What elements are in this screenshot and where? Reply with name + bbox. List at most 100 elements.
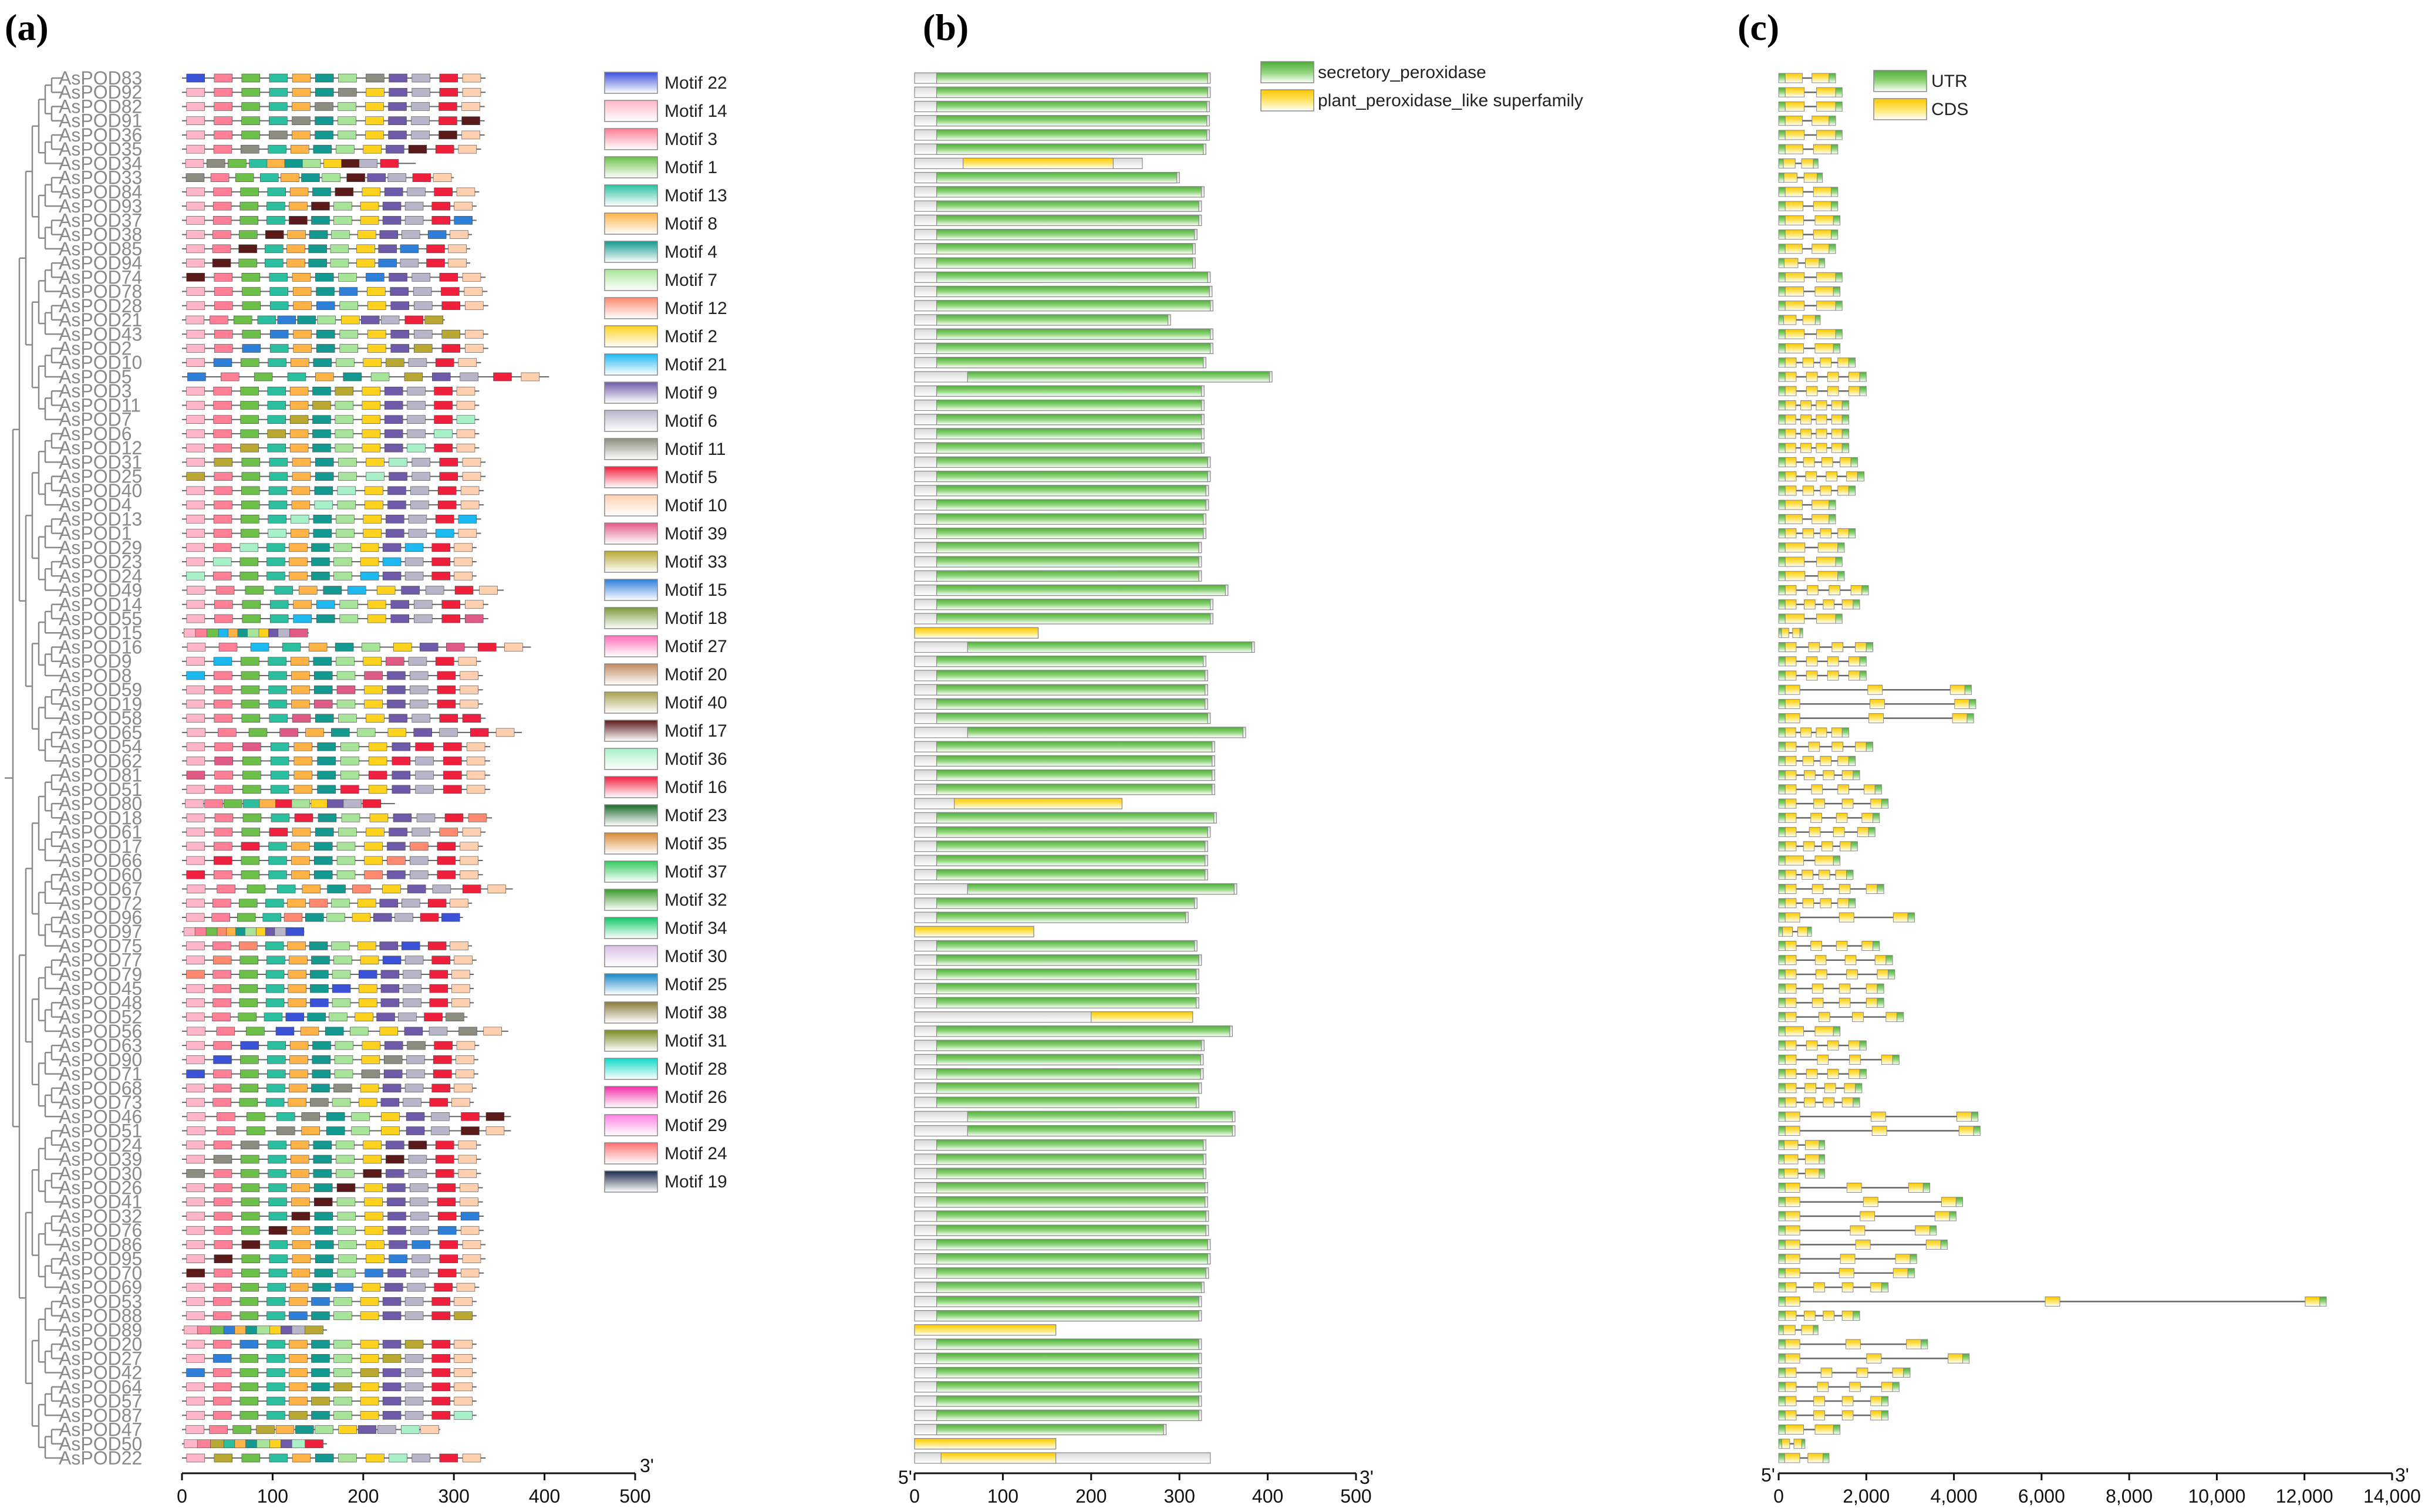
motif-block — [186, 1055, 205, 1064]
motif-block — [439, 714, 458, 723]
motif-block — [289, 216, 308, 225]
cds-exon — [1849, 1054, 1861, 1065]
motif-block — [291, 486, 311, 495]
cds-exon — [1952, 713, 1968, 724]
motif-block — [461, 130, 480, 140]
motif-block — [332, 998, 351, 1007]
motif-block — [186, 543, 205, 552]
secretory-peroxidase-domain — [936, 357, 1204, 369]
motif-block — [359, 1098, 377, 1107]
motif-block — [285, 927, 305, 936]
motif-block — [267, 1368, 285, 1377]
motif-block — [337, 1268, 356, 1278]
utr-segment — [1778, 329, 1786, 339]
motif-block — [384, 401, 403, 410]
motif-block — [386, 657, 404, 666]
motif-block — [313, 1169, 332, 1178]
motif-block — [460, 842, 478, 851]
cds-exon — [1837, 755, 1849, 766]
gene-label: AsPOD69 — [59, 1277, 142, 1298]
motif-legend-swatch — [604, 72, 658, 94]
utr-segment — [1778, 87, 1786, 97]
cds-exon — [1823, 770, 1835, 781]
utr-segment — [1778, 912, 1786, 923]
motif-block — [292, 73, 311, 83]
motif-legend-label: Motif 15 — [665, 580, 727, 600]
cds-exon — [1893, 1268, 1908, 1278]
gene-label: AsPOD11 — [59, 394, 141, 416]
motif-block — [424, 315, 444, 325]
secretory-peroxidase-domain — [936, 1167, 1204, 1179]
motif-block — [312, 187, 331, 197]
motif-block — [218, 643, 238, 652]
motif-block — [212, 1297, 232, 1306]
utr-segment — [1778, 571, 1786, 581]
cds-exon — [1831, 741, 1843, 752]
motif-block — [382, 216, 402, 225]
domain-axis-tick-label: 200 — [1075, 1486, 1107, 1507]
motif-block — [429, 998, 448, 1007]
cds-exon — [1804, 1097, 1816, 1108]
motif-block — [267, 1283, 286, 1292]
gene-label: AsPOD49 — [59, 580, 142, 601]
secretory-peroxidase-domain — [967, 1111, 1233, 1122]
utr-segment — [1971, 1111, 1979, 1122]
motif-block — [431, 1396, 450, 1406]
cds-exon — [1831, 414, 1843, 425]
motif-legend-swatch — [604, 494, 658, 517]
motif-block — [288, 998, 306, 1007]
utr-segment — [1850, 457, 1858, 467]
motif-block — [434, 443, 453, 453]
motif-block — [186, 1069, 205, 1078]
cds-exon — [1817, 1382, 1829, 1392]
cds-exon — [1785, 201, 1803, 211]
motif-block — [362, 429, 381, 438]
cds-exon — [1785, 1111, 1800, 1122]
motif-block — [305, 913, 324, 922]
motif-block — [434, 1041, 453, 1050]
motif-block — [415, 757, 434, 765]
cds-exon — [1813, 187, 1832, 197]
cds-exon — [1802, 528, 1814, 539]
motif-block — [254, 372, 273, 382]
motif-block — [439, 828, 458, 836]
motif-block — [363, 529, 382, 538]
motif-block — [232, 1425, 251, 1434]
utr-segment — [1841, 428, 1849, 439]
motif-block — [404, 315, 424, 325]
motif-block — [337, 1211, 356, 1221]
motif-block — [240, 1368, 259, 1377]
utr-segment — [1778, 187, 1786, 197]
motif-block — [437, 685, 456, 694]
motif-block — [351, 1126, 370, 1135]
motif-block — [429, 1027, 448, 1036]
motif-block — [269, 714, 288, 723]
motif-block — [213, 1041, 232, 1050]
motif-block — [439, 458, 458, 467]
gene-label: AsPOD25 — [59, 466, 142, 487]
motif-block — [238, 244, 257, 254]
motif-block — [186, 1084, 205, 1093]
motif-block — [311, 956, 330, 965]
secretory-peroxidase-domain — [936, 172, 1178, 184]
gene-label: AsPOD9 — [59, 651, 131, 672]
motif-block — [427, 899, 447, 908]
utr-segment — [1835, 87, 1843, 97]
motif-block — [454, 1410, 473, 1420]
motif-block — [311, 543, 330, 552]
utr-segment — [1881, 1410, 1889, 1420]
motif-block — [336, 1183, 356, 1192]
motif-block — [265, 258, 284, 268]
motif-block — [315, 714, 334, 723]
motif-block — [383, 1055, 403, 1064]
motif-block — [437, 856, 456, 865]
cds-exon — [1844, 955, 1857, 966]
gene-label: AsPOD80 — [59, 793, 142, 814]
cds-exon — [1785, 1311, 1797, 1321]
motif-block — [451, 998, 470, 1007]
motif-block — [380, 159, 399, 168]
motif-block — [313, 1140, 332, 1150]
motif-block — [186, 685, 205, 694]
gene-axis-tick-label: 6,000 — [2018, 1486, 2065, 1507]
motif-legend-label: Motif 25 — [665, 975, 727, 994]
